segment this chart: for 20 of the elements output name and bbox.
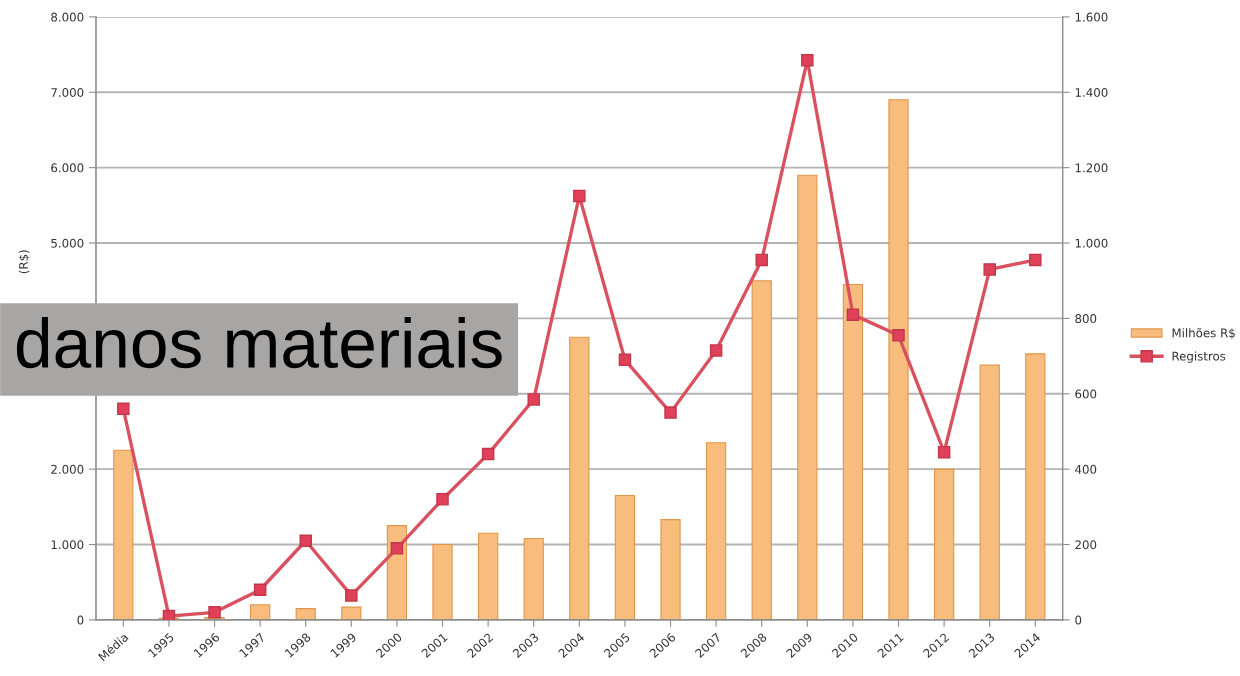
y2-tick-label: 600 (1075, 389, 1097, 399)
y2-tick-label: 1.400 (1075, 88, 1108, 97)
y-tick-label: 0 (77, 615, 84, 625)
y-tick-label: 1.000 (51, 540, 84, 550)
legend-label: Milhões R$ (1172, 328, 1235, 339)
y2-tick-label: 1.600 (1075, 12, 1108, 22)
y-tick-label: 7.000 (51, 88, 84, 97)
y-tick-label: 8.000 (51, 12, 84, 22)
legend-label: Registros (1172, 351, 1226, 363)
y-tick-label: 5.000 (51, 238, 84, 248)
y2-tick-label: 0 (1075, 615, 1082, 625)
annotation: danos materiais (16, 317, 502, 369)
y2-tick-label: 800 (1075, 314, 1097, 324)
y-tick-label: 6.000 (51, 163, 84, 173)
y2-tick-label: 200 (1075, 540, 1097, 550)
y2-tick-label: 1.000 (1075, 238, 1108, 248)
y-tick-label: 2.000 (51, 464, 84, 474)
y2-tick-label: 400 (1075, 464, 1097, 474)
y-axis-title: (R$) (18, 250, 30, 274)
y2-tick-label: 1.200 (1075, 163, 1108, 173)
